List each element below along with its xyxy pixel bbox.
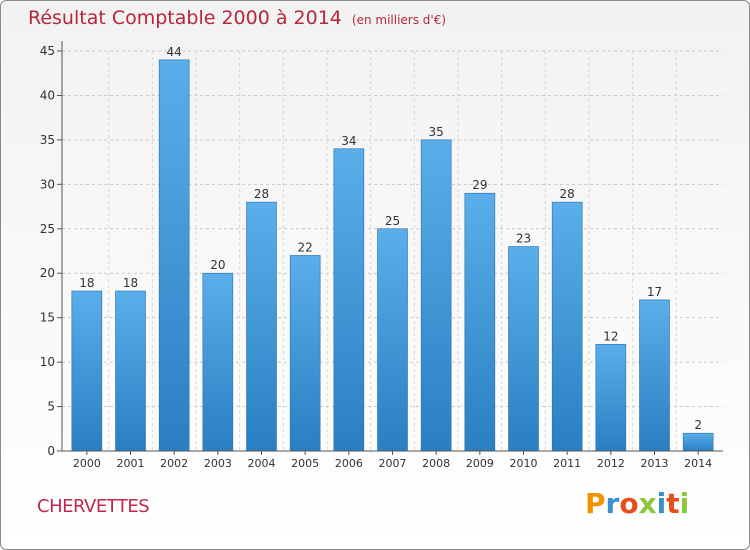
x-tick-label: 2011 — [553, 457, 581, 470]
data-label: 29 — [472, 178, 487, 192]
data-label: 18 — [79, 276, 94, 290]
bars — [71, 59, 714, 452]
x-tick-label: 2010 — [510, 457, 538, 470]
x-tick-label: 2002 — [160, 457, 188, 470]
data-label: 22 — [298, 240, 313, 254]
data-label: 44 — [167, 45, 182, 59]
logo-letter: i — [656, 487, 667, 520]
bar — [420, 139, 452, 452]
data-label: 34 — [341, 134, 356, 148]
x-tick-label: 2005 — [291, 457, 319, 470]
chart-title-text: Résultat Comptable 2000 à 2014 — [28, 7, 342, 29]
bar — [246, 201, 277, 452]
x-tick-label: 2004 — [248, 457, 276, 470]
labels: 0 5 10 15 20 25 30 35 40 45 18 2000 18 2001 44 2002 20 20… — [40, 44, 712, 470]
y-tick-label: 45 — [40, 44, 55, 58]
bar — [551, 201, 583, 452]
logo-letter: i — [679, 487, 690, 520]
x-tick-label: 2008 — [422, 457, 450, 470]
place-name: CHERVETTES — [37, 496, 150, 517]
y-tick-label: 0 — [47, 444, 55, 458]
data-label: 35 — [429, 125, 444, 139]
y-tick-label: 20 — [40, 266, 55, 280]
x-tick-label: 2013 — [641, 457, 669, 470]
data-label: 2 — [694, 418, 702, 432]
x-tick-label: 2006 — [335, 457, 363, 470]
x-tick-label: 2007 — [379, 457, 407, 470]
bar — [158, 59, 190, 452]
bar — [595, 344, 627, 452]
bar — [202, 272, 234, 452]
logo-letter: t — [666, 487, 680, 520]
chart-title: Résultat Comptable 2000 à 2014 (en millie… — [28, 7, 446, 29]
y-tick-label: 15 — [40, 311, 55, 325]
logo-letter: r — [605, 487, 620, 520]
proxiti-logo: Proxiti — [585, 487, 689, 520]
bar — [71, 290, 103, 452]
data-label: 12 — [603, 329, 618, 343]
x-tick-label: 2001 — [117, 457, 145, 470]
data-label: 28 — [254, 187, 269, 201]
logo-letter: x — [638, 487, 657, 520]
bar — [464, 192, 496, 452]
y-tick-label: 25 — [40, 222, 55, 236]
x-tick-label: 2012 — [597, 457, 625, 470]
data-label: 20 — [210, 258, 225, 272]
bar — [682, 432, 714, 452]
bar — [508, 246, 539, 452]
y-tick-label: 30 — [40, 177, 55, 191]
bar — [333, 148, 365, 452]
axes — [57, 41, 723, 455]
x-tick-label: 2003 — [204, 457, 232, 470]
x-tick-label: 2000 — [73, 457, 101, 470]
logo-letter: o — [619, 487, 639, 520]
x-tick-label: 2014 — [684, 457, 712, 470]
data-label: 18 — [123, 276, 138, 290]
y-tick-label: 10 — [40, 355, 55, 369]
x-tick-label: 2009 — [466, 457, 494, 470]
data-label: 23 — [516, 232, 531, 246]
data-label: 28 — [560, 187, 575, 201]
logo-letter: P — [585, 487, 606, 520]
y-tick-label: 40 — [40, 88, 55, 102]
data-label: 25 — [385, 214, 400, 228]
bar — [289, 255, 321, 452]
bar — [115, 290, 146, 452]
data-label: 17 — [647, 285, 662, 299]
chart-subtitle: (en milliers d'€) — [351, 13, 447, 27]
bar — [639, 299, 670, 452]
y-tick-label: 35 — [40, 133, 55, 147]
y-tick-label: 5 — [47, 400, 55, 414]
bar — [377, 228, 408, 452]
